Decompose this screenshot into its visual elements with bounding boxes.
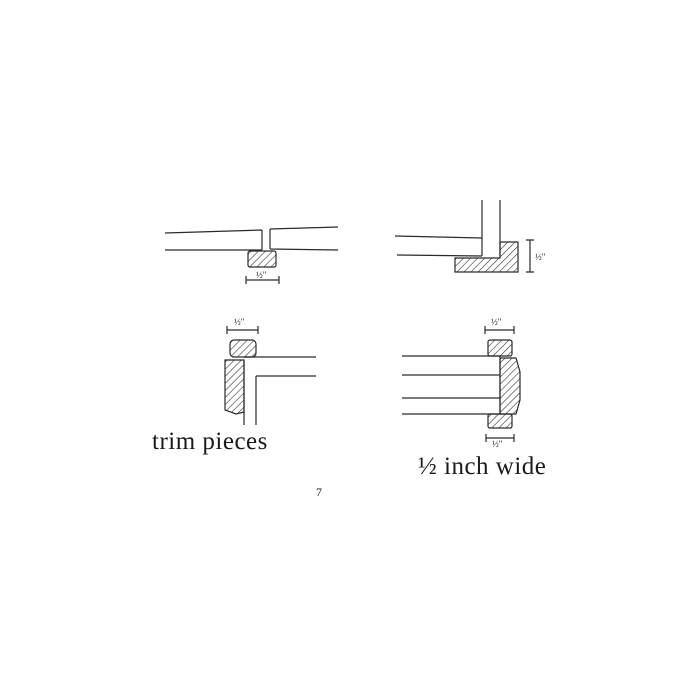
bottom-trim-hatched [487, 413, 513, 429]
cap-trim-hatched [229, 339, 257, 358]
trim-pieces-label: trim pieces [152, 428, 268, 455]
dimension-label: ½" [256, 270, 267, 280]
dimension-label: ½" [535, 252, 546, 262]
side-trim-hatched [224, 359, 245, 415]
end-trim-hatched [499, 357, 521, 415]
half-inch-wide-label: ½ inch wide [418, 453, 547, 480]
dimension-label: ½" [492, 439, 503, 449]
trim-detail-bottom-right: ½" ½" [402, 317, 521, 449]
trim-detail-top-right: ½" [394, 200, 546, 273]
dimension-label: ½" [491, 317, 502, 327]
dimension-label: ½" [234, 317, 245, 327]
trim-detail-bottom-left: ½" [224, 317, 316, 425]
trim-piece-hatched [247, 250, 277, 268]
cap-trim-hatched [487, 339, 513, 357]
page-mark: 7 [316, 485, 322, 499]
trim-detail-top-left: ½" [164, 226, 339, 284]
l-trim-hatched [454, 241, 519, 273]
